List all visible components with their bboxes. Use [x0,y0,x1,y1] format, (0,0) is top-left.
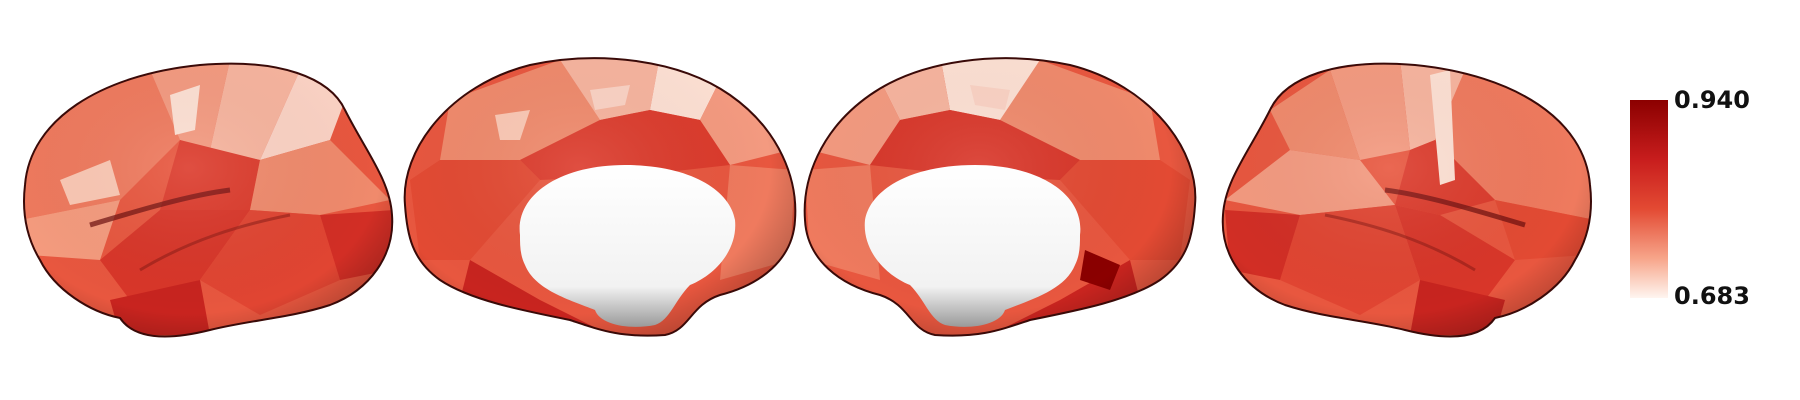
left-medial-view [403,57,797,337]
right-medial-view [803,57,1197,337]
right-lateral-view [1221,62,1593,338]
medial-wall [864,165,1081,327]
medial-wall [519,165,736,327]
colorbar-max-label: 0.940 [1674,86,1750,114]
colorbar [1630,100,1668,298]
colorbar-min-label: 0.683 [1674,282,1750,310]
left-lateral-view [22,62,394,338]
